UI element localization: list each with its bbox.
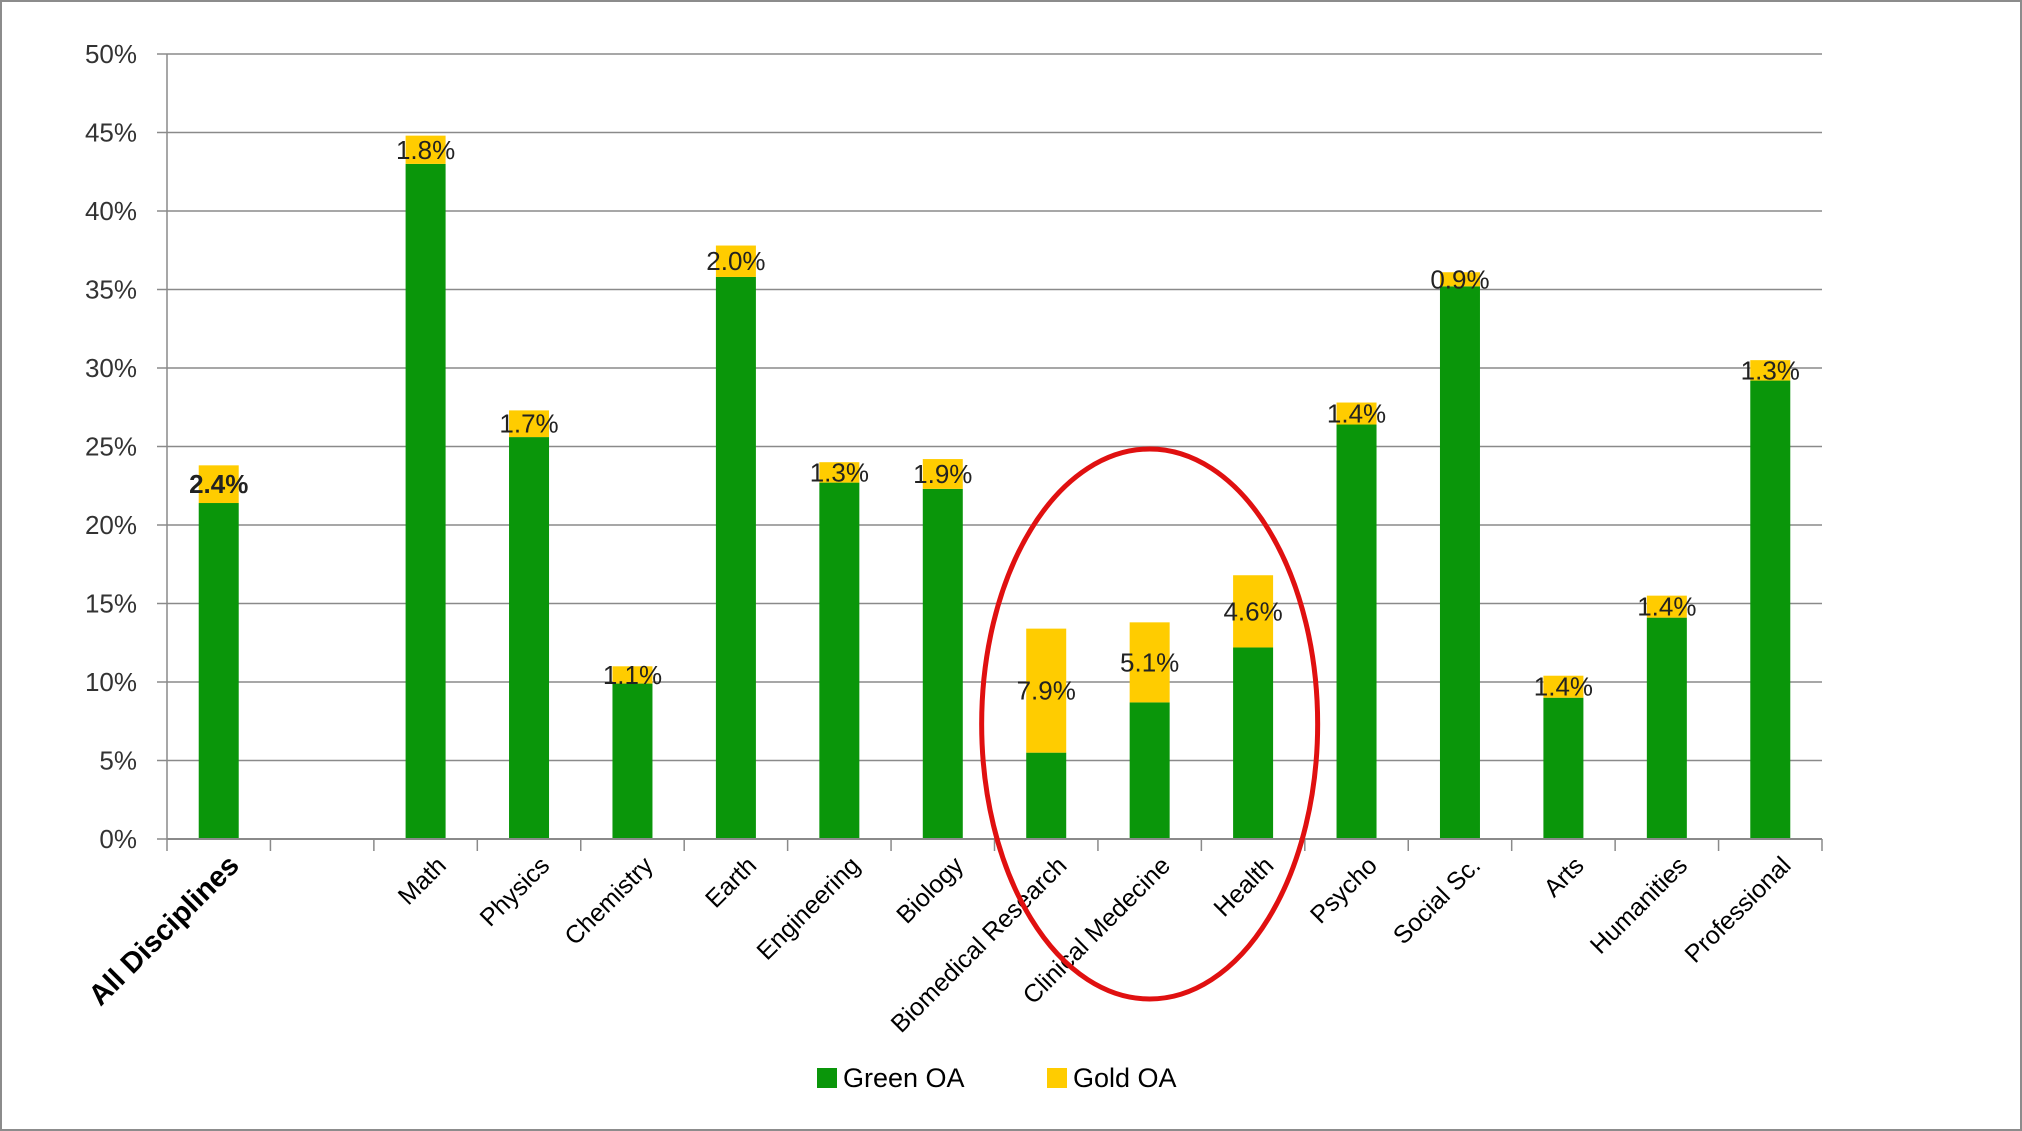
bar-layer <box>198 135 1791 839</box>
annotation-layer <box>979 446 1321 1002</box>
data-label: 7.9% <box>1017 676 1076 706</box>
y-tick-label: 10% <box>85 667 137 697</box>
x-category-label: Math <box>393 851 452 910</box>
legend-swatch-green <box>817 1068 837 1088</box>
bar-gold-oa <box>1646 595 1687 618</box>
data-label: 2.0% <box>706 246 765 276</box>
bar-green-oa <box>1543 697 1584 839</box>
bar-green-oa <box>819 482 860 839</box>
data-label: 1.3% <box>1741 355 1800 385</box>
y-tick-label: 50% <box>85 39 137 69</box>
highlight-ellipse <box>979 446 1321 1002</box>
y-tick-label: 25% <box>85 432 137 462</box>
bar-gold-oa <box>819 462 860 483</box>
bar-gold-oa <box>922 459 963 489</box>
bar-gold-oa <box>1129 622 1170 703</box>
bar-green-oa <box>1129 702 1170 839</box>
y-tick-label: 45% <box>85 118 137 148</box>
x-category-label: Psycho <box>1305 851 1383 929</box>
bar-gold-oa <box>1336 402 1377 425</box>
x-category-label: Physics <box>475 851 556 932</box>
y-tick-label: 15% <box>85 589 137 619</box>
data-label: 1.9% <box>913 459 972 489</box>
bar-gold-oa <box>509 410 550 438</box>
bar-gold-oa <box>715 245 756 277</box>
bar-green-oa <box>405 163 446 839</box>
bar-gold-oa <box>1026 628 1067 753</box>
data-label: 1.8% <box>396 135 455 165</box>
x-category-label: Health <box>1208 851 1279 922</box>
y-tick-label: 35% <box>85 275 137 305</box>
bar-green-oa <box>1750 380 1791 839</box>
data-label: 1.4% <box>1534 672 1593 702</box>
bar-green-oa <box>1336 424 1377 839</box>
data-label: 5.1% <box>1120 647 1179 677</box>
y-tick-label: 40% <box>85 196 137 226</box>
label-layer: 2.4% 1.8% 1.7% 1.1% 2.0% 1.3% 1.9% 7.9% 5.1% 4.6%… <box>189 135 1800 706</box>
data-label: 1.4% <box>1327 399 1386 429</box>
data-label: 1.4% <box>1637 592 1696 622</box>
bar-green-oa <box>1233 647 1274 839</box>
legend-label-green: Green OA <box>843 1063 965 1093</box>
bar-gold-oa <box>405 135 446 164</box>
data-label: 1.1% <box>603 660 662 690</box>
bar-gold-oa <box>1543 675 1584 698</box>
data-label: 4.6% <box>1223 596 1282 626</box>
legend-label-gold: Gold OA <box>1073 1063 1177 1093</box>
bar-green-oa <box>612 683 653 839</box>
x-category-label: Humanities <box>1585 851 1693 959</box>
x-category-label: Biomedical Research <box>886 851 1073 1038</box>
bar-green-oa <box>1439 286 1480 839</box>
legend-swatch-gold <box>1047 1068 1067 1088</box>
x-category-label: Professional <box>1679 851 1796 968</box>
data-label: 2.4% <box>189 469 248 499</box>
bar-gold-oa <box>1750 360 1791 381</box>
bar-green-oa <box>509 437 550 839</box>
bar-gold-oa <box>1439 272 1480 287</box>
x-category-label: Chemistry <box>559 851 659 951</box>
bar-green-oa <box>198 503 239 839</box>
y-tick-label: 30% <box>85 353 137 383</box>
bar-gold-oa <box>198 465 239 504</box>
bar-green-oa <box>1646 617 1687 839</box>
x-category-label: Biology <box>891 851 969 929</box>
bar-green-oa <box>715 276 756 839</box>
y-tick-label: 0% <box>99 824 137 854</box>
y-tick-label: 20% <box>85 510 137 540</box>
bar-gold-oa <box>612 666 653 684</box>
bar-gold-oa <box>1233 575 1274 648</box>
x-category-label: Engineering <box>751 851 865 965</box>
x-category-label: All Disciplines <box>83 849 246 1012</box>
x-category-label: Earth <box>700 851 762 913</box>
bar-green-oa <box>1026 752 1067 839</box>
data-label: 0.9% <box>1430 264 1489 294</box>
data-label: 1.3% <box>810 457 869 487</box>
legend-layer: Green OA Gold OA <box>817 1063 1177 1093</box>
bar-green-oa <box>922 488 963 839</box>
x-category-label: Social Sc. <box>1388 851 1486 949</box>
x-category-label: Arts <box>1538 851 1589 902</box>
y-tick-label: 5% <box>99 746 137 776</box>
data-label: 1.7% <box>499 409 558 439</box>
